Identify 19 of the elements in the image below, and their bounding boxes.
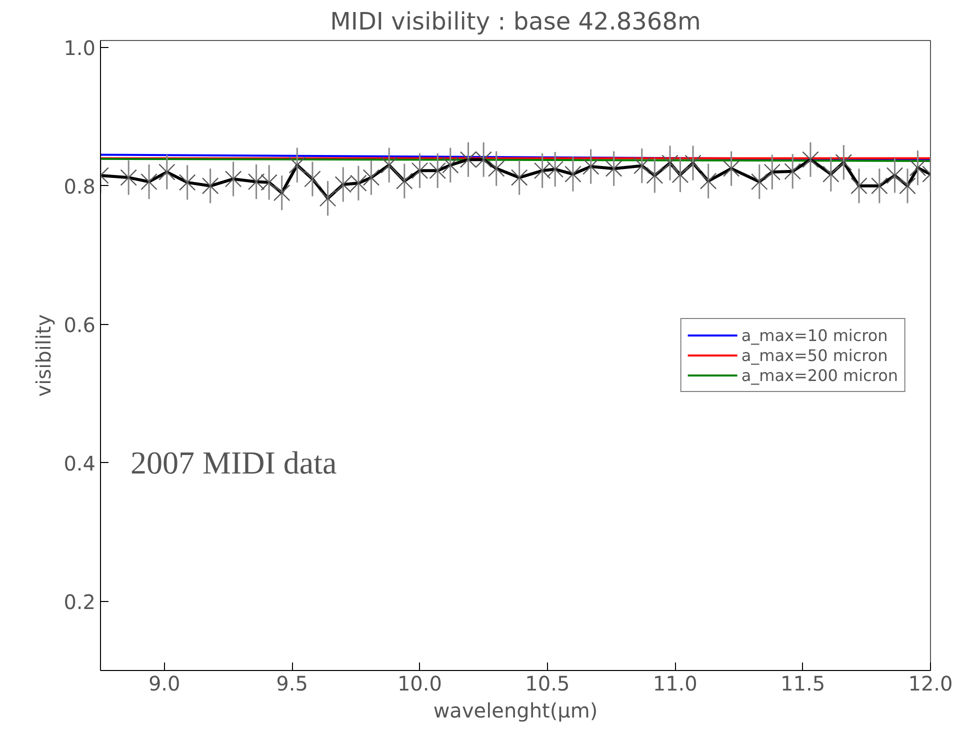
y-tick-label: 0.4 — [64, 451, 96, 476]
y-tick-label: 0.8 — [64, 174, 96, 198]
y-axis-title: visibility — [32, 314, 56, 397]
x-tick-label: 11.0 — [652, 672, 698, 696]
chart-title: MIDI visibility : base 42.8368m — [330, 8, 701, 36]
annotation: 2007 MIDI data — [130, 444, 337, 480]
y-tick-label: 0.2 — [64, 590, 96, 614]
legend-label: a_max=200 micron — [741, 366, 898, 384]
y-tick-label: 1.0 — [64, 36, 96, 60]
x-axis-title: wavelenght(μm) — [433, 698, 598, 722]
x-tick-label: 9.0 — [148, 672, 180, 696]
y-tick-label: 0.6 — [64, 312, 96, 337]
x-tick-label: 10.0 — [397, 672, 442, 696]
x-tick-label: 9.5 — [276, 672, 308, 696]
legend-label: a_max=50 micron — [741, 346, 888, 364]
legend-label: a_max=10 micron — [741, 326, 888, 344]
x-tick-label: 11.5 — [780, 672, 826, 696]
x-tick-label: 12.0 — [908, 672, 953, 696]
x-tick-label: 10.5 — [525, 672, 570, 696]
